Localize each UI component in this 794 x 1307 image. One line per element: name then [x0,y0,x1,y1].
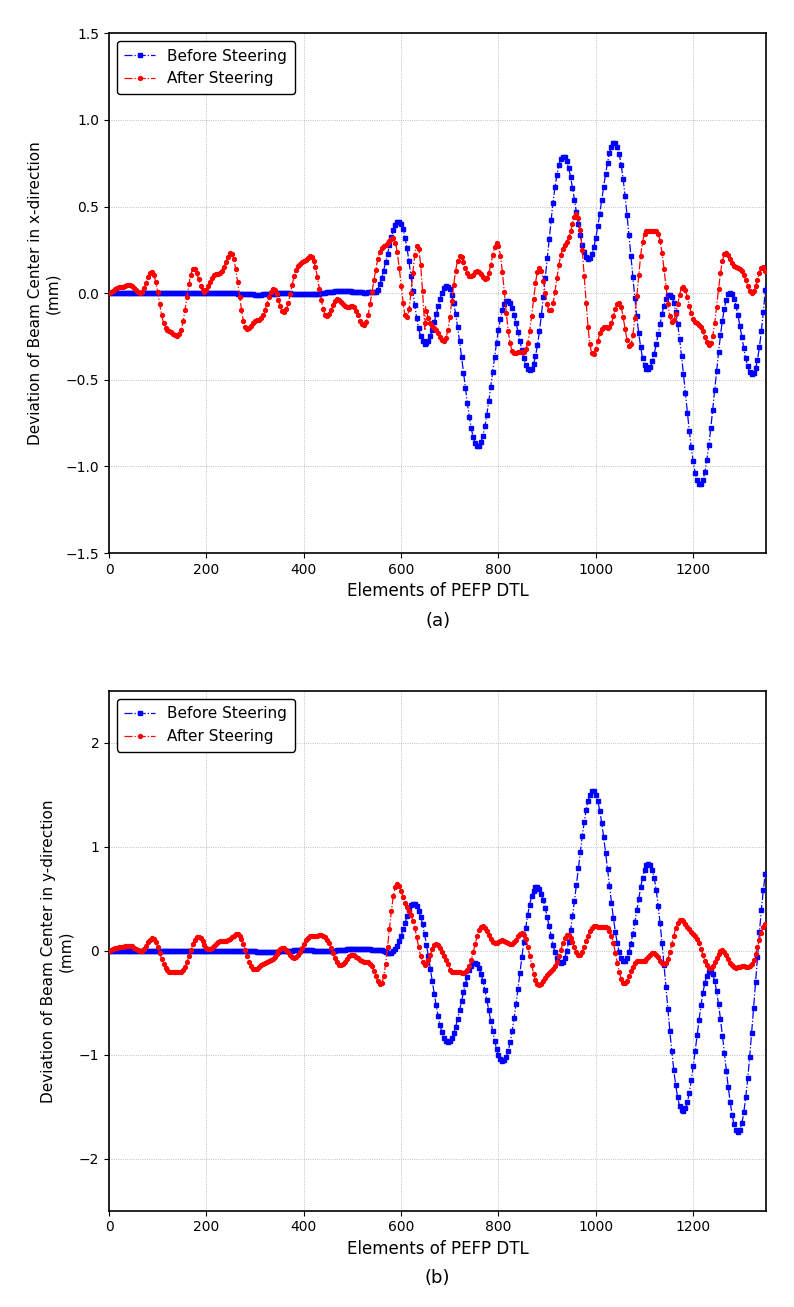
After Steering [121,277,131,293]
After Steering [627,333,637,349]
After Steering [627,961,637,976]
Before Steering [104,285,114,301]
Before Steering [121,942,131,958]
After Steering [588,346,598,362]
After Steering [534,976,544,992]
Before Steering [333,284,343,299]
After Steering [392,877,402,893]
After Steering [263,954,272,970]
Before Steering [626,933,636,949]
Before Steering [595,209,604,225]
Before Steering [626,254,636,269]
Before Steering [263,944,272,959]
Line: Before Steering: Before Steering [107,789,768,1134]
After Steering [333,955,342,971]
After Steering [572,207,581,222]
After Steering [263,294,272,310]
Line: After Steering: After Steering [107,213,768,357]
Before Steering [761,863,770,878]
After Steering [333,955,343,971]
Before Steering [104,944,114,959]
Before Steering [121,285,131,301]
After Steering [761,265,770,281]
Before Steering [588,783,598,799]
After Steering [104,285,114,301]
Before Steering [610,135,619,150]
After Steering [121,938,131,954]
After Steering [596,324,605,340]
Before Steering [761,277,770,293]
Y-axis label: Deviation of Beam Center in y-direction
(mm): Deviation of Beam Center in y-direction … [41,799,73,1103]
Before Steering [696,477,705,493]
Before Steering [595,802,604,818]
Legend: Before Steering, After Steering: Before Steering, After Steering [117,41,295,94]
After Steering [596,919,605,935]
X-axis label: Elements of PEFP DTL: Elements of PEFP DTL [347,583,529,600]
Before Steering [333,284,342,299]
Text: (b): (b) [425,1269,450,1287]
After Steering [761,916,770,932]
Y-axis label: Deviation of Beam Center in x-direction
(mm): Deviation of Beam Center in x-direction … [28,141,60,446]
Line: After Steering: After Steering [107,882,768,987]
After Steering [333,291,343,307]
Before Steering [733,1124,742,1140]
Text: (a): (a) [425,612,450,630]
Legend: Before Steering, After Steering: Before Steering, After Steering [117,699,295,752]
Before Steering [333,942,342,958]
Line: Before Steering: Before Steering [107,141,768,486]
Before Steering [333,942,343,958]
After Steering [333,291,342,307]
After Steering [104,944,114,959]
Before Steering [263,286,272,302]
X-axis label: Elements of PEFP DTL: Elements of PEFP DTL [347,1240,529,1259]
